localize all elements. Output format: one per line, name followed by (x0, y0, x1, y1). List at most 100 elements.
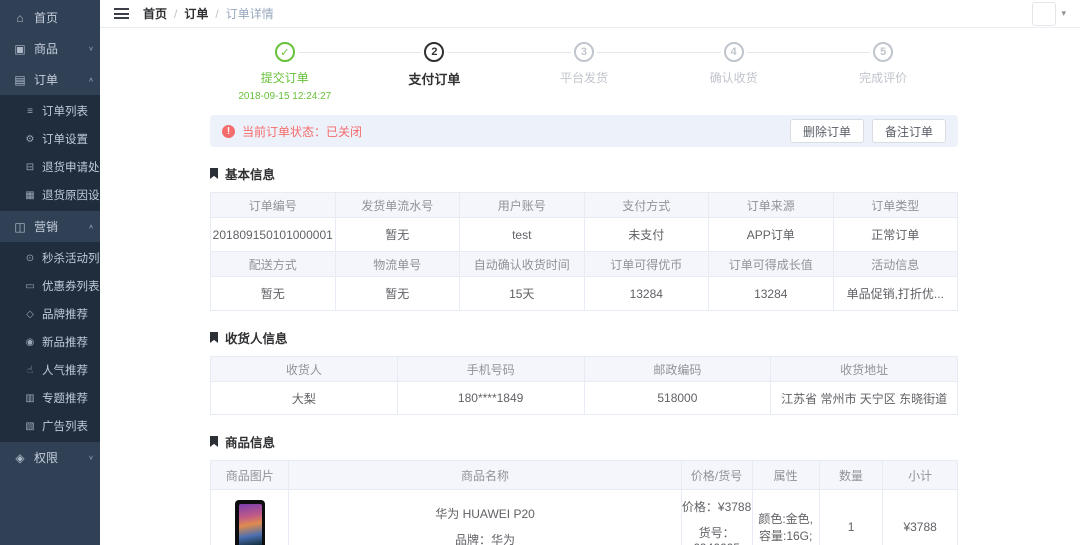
note-order-button[interactable]: 备注订单 (871, 119, 946, 143)
tag-icon: ◇ (26, 308, 34, 320)
price-sn-cell: 价格：¥3788 货号：6946605 (680, 489, 753, 545)
step-label: 平台发货 (559, 71, 608, 85)
table-cell: 180****1849 (396, 381, 585, 415)
step-number: 3 (573, 42, 594, 62)
sidebar-item-label: 首页 (34, 11, 59, 25)
subtotal-cell: ¥3788 (882, 489, 958, 545)
sidebar-item-return-apply[interactable]: ⊟ 退货申请处理 (0, 153, 111, 181)
table-cell: 暂无 (210, 276, 336, 311)
chevron-up-icon: ∧ (88, 75, 94, 84)
picture-icon: ▧ (25, 420, 35, 432)
table-header-cell: 订单可得成长值 (708, 251, 834, 277)
order-list-icon: ≡ (27, 105, 33, 117)
sidebar-item-label: 新品推荐 (42, 337, 88, 349)
sidebar-item-order-setting[interactable]: ⚙ 订单设置 (0, 125, 100, 153)
sidebar-item-label: 订单列表 (42, 106, 88, 118)
table-header-cell: 发货单流水号 (334, 192, 460, 218)
sidebar-item-label: 秒杀活动列表 (42, 253, 111, 265)
table-cell: 江苏省 常州市 天宁区 东晓街道 (770, 381, 958, 415)
order-steps: ✓ 提交订单 2018-09-15 12:24:27 2 支付订单 3 (210, 42, 958, 105)
table-cell: 13284 (708, 276, 834, 311)
bookmark-icon (210, 168, 218, 179)
table-cell: 15天 (459, 276, 585, 311)
sidebar-item-label: 退货申请处理 (42, 162, 111, 174)
sidebar-item-label: 退货原因设置 (42, 190, 111, 202)
step-label: 确认收货 (709, 71, 758, 85)
chevron-up-icon: ∧ (88, 222, 94, 231)
table-header-cell: 订单来源 (708, 192, 834, 218)
order-status-text: 当前订单状态：已关闭 (242, 124, 363, 139)
marketing-icon: ◫ (14, 219, 26, 234)
goods-info-table: 商品图片 商品名称 价格/货号 属性 数量 小计 华为 HUAWEI P20 品… (209, 460, 958, 545)
section-title: 基本信息 (225, 168, 276, 182)
breadcrumb-order[interactable]: 订单 (184, 7, 209, 21)
step-number: 4 (723, 42, 744, 62)
table-cell: 正常订单 (832, 217, 958, 252)
breadcrumb-home[interactable]: 首页 (143, 7, 168, 21)
marketing-submenu: ⊙ 秒杀活动列表 ▭ 优惠券列表 ◇ 品牌推荐 ◉ 新品推荐 ☝ 人气推荐 ▥ … (0, 242, 111, 442)
sidebar-item-flash-sale[interactable]: ⊙ 秒杀活动列表 (0, 244, 111, 272)
sidebar-item-label: 商品 (34, 42, 59, 56)
breadcrumb-separator: / (215, 6, 219, 21)
avatar[interactable] (1032, 1, 1057, 26)
sidebar-item-order[interactable]: ▤ 订单 ∧ (0, 64, 100, 95)
sidebar-item-new-recommend[interactable]: ◉ 新品推荐 (0, 328, 100, 356)
main-area: 首页 / 订单 / 订单详情 ▾ ✓ 提交订单 2018-09-15 12:24… (100, 0, 1080, 545)
table-header-cell: 配送方式 (210, 251, 336, 277)
sidebar-item-brand-recommend[interactable]: ◇ 品牌推荐 (0, 300, 100, 328)
sidebar-item-return-reason[interactable]: ▦ 退货原因设置 (0, 181, 111, 209)
sidebar-item-coupon-list[interactable]: ▭ 优惠券列表 (0, 272, 100, 300)
table-cell: 暂无 (334, 217, 460, 252)
product-name-cell: 华为 HUAWEI P20 品牌：华为 (288, 489, 682, 545)
table-header-cell: 收货地址 (770, 356, 958, 382)
table-header-cell: 订单类型 (832, 192, 958, 218)
table-header-cell: 商品图片 (209, 460, 290, 490)
table-header-row: 配送方式 物流单号 自动确认收货时间 订单可得优币 订单可得成长值 活动信息 (210, 251, 958, 277)
sidebar-item-label: 订单 (34, 73, 59, 87)
table-row: 暂无 暂无 15天 13284 13284 单品促销,打折优... (210, 276, 958, 311)
sidebar-item-marketing[interactable]: ◫ 营销 ∧ (0, 211, 100, 242)
breadcrumb-current: 订单详情 (225, 7, 274, 21)
table-cell: APP订单 (708, 217, 834, 252)
order-detail-content: ✓ 提交订单 2018-09-15 12:24:27 2 支付订单 3 (209, 28, 958, 545)
attrs-cell: 颜色:金色,容量:16G; (751, 489, 820, 545)
table-header-row: 商品图片 商品名称 价格/货号 属性 数量 小计 (209, 460, 958, 490)
sidebar-item-ad-list[interactable]: ▧ 广告列表 (0, 412, 100, 440)
order-submenu: ≡ 订单列表 ⚙ 订单设置 ⊟ 退货申请处理 ▦ 退货原因设置 (0, 95, 111, 211)
sidebar-item-label: 专题推荐 (42, 393, 88, 405)
dropdown-caret-icon[interactable]: ▾ (1061, 8, 1066, 18)
table-header-row: 收货人 手机号码 邮政编码 收货地址 (210, 356, 958, 382)
goods-icon: ▣ (14, 41, 26, 56)
sidebar-item-topic-recommend[interactable]: ▥ 专题推荐 (0, 384, 100, 412)
bookmark-icon (210, 332, 218, 343)
step-number: 2 (424, 42, 445, 62)
sidebar-item-goods[interactable]: ▣ 商品 ∨ (0, 33, 100, 64)
table-header-cell: 手机号码 (396, 356, 585, 382)
chevron-down-icon: ∨ (88, 453, 94, 462)
home-icon: ⌂ (16, 10, 24, 25)
bookmark-icon (210, 436, 218, 447)
hamburger-menu-icon[interactable] (114, 8, 129, 19)
table-header-cell: 数量 (818, 460, 884, 490)
sidebar-item-hot-recommend[interactable]: ☝ 人气推荐 (0, 356, 100, 384)
table-row: 201809150101000001 暂无 test 未支付 APP订单 正常订… (210, 217, 958, 252)
sidebar-item-label: 营销 (34, 220, 59, 234)
table-header-cell: 自动确认收货时间 (459, 251, 585, 277)
table-header-cell: 订单编号 (210, 192, 336, 218)
delete-order-button[interactable]: 删除订单 (789, 119, 864, 143)
return-apply-icon: ⊟ (25, 161, 35, 173)
table-row: 大梨 180****1849 518000 江苏省 常州市 天宁区 东晓街道 (210, 381, 958, 415)
section-goods-info: 商品信息 (210, 432, 958, 451)
order-icon: ▤ (14, 72, 26, 87)
ticket-icon: ▭ (25, 280, 35, 292)
sidebar-item-permission[interactable]: ◈ 权限 ∨ (0, 442, 100, 473)
sidebar-item-order-list[interactable]: ≡ 订单列表 (0, 97, 100, 125)
table-header-cell: 属性 (751, 460, 820, 490)
sidebar-item-label: 订单设置 (42, 134, 88, 146)
sidebar-item-home[interactable]: ⌂ 首页 (0, 2, 100, 33)
step-platform-ship: 3 平台发货 (509, 42, 659, 105)
product-sn: 货号：6946605 (693, 526, 740, 545)
sidebar: ⌂ 首页 ▣ 商品 ∨ ▤ 订单 ∧ ≡ 订单列表 ⚙ 订单设置 ⊟ 退货申请处… (0, 0, 111, 545)
step-number: 5 (873, 42, 894, 62)
